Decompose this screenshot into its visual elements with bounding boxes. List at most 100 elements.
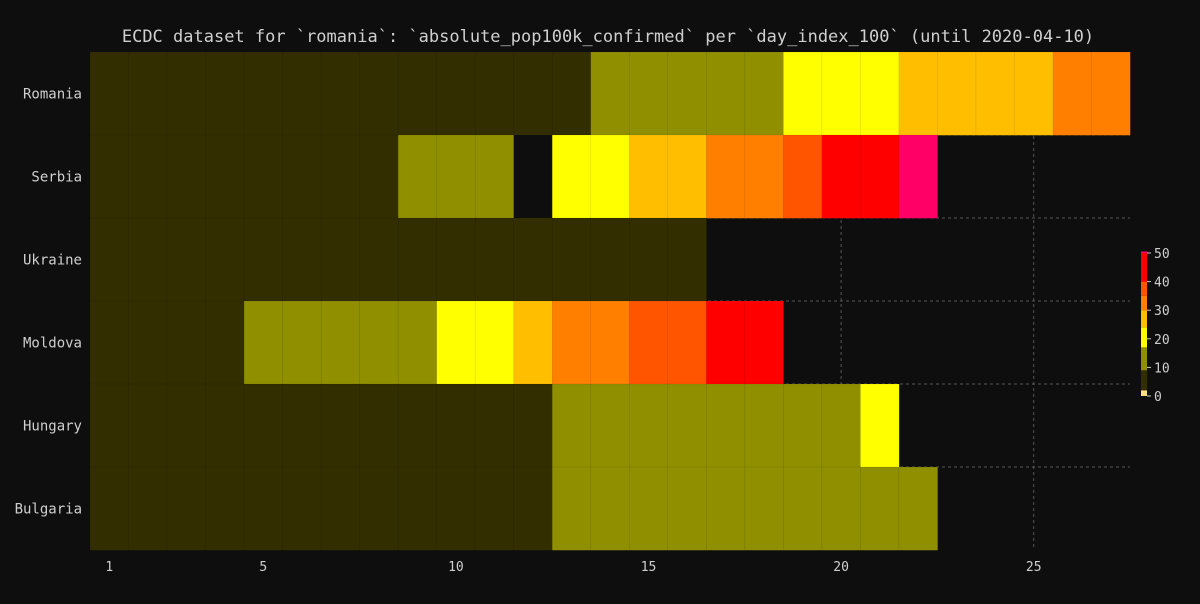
x-tick-label-1: 1 — [105, 560, 113, 575]
heatmap-cell-serbia-22 — [898, 134, 939, 219]
heatmap-cell-ukraine-3 — [166, 217, 207, 302]
heatmap-cell-ukraine-10 — [436, 217, 476, 302]
heatmap-cell-bulgaria-11 — [474, 466, 515, 551]
heatmap-cell-serbia-16 — [667, 134, 707, 219]
heatmap-cell-moldova-8 — [359, 300, 399, 385]
heatmap-cell-moldova-2 — [128, 300, 168, 385]
y-tick-labels: Romania Serbia Ukraine Moldova Hungary Bulgar… — [15, 87, 82, 518]
heatmap-cell-moldova-5 — [243, 300, 284, 385]
heatmap-cell-hungary-15 — [628, 383, 669, 468]
heatmap-cell-serbia-5 — [243, 134, 284, 219]
heatmap-cell-romania-23 — [937, 51, 977, 136]
heatmap-cell-hungary-1 — [89, 383, 130, 468]
heatmap-cell-hungary-3 — [166, 383, 207, 468]
heatmap-cell-serbia-2 — [128, 134, 168, 219]
heatmap-cell-hungary-10 — [436, 383, 476, 468]
heatmap-cell-serbia-14 — [590, 134, 630, 219]
heatmap-cell-bulgaria-18 — [744, 466, 784, 551]
heatmap-cell-hungary-20 — [821, 383, 861, 468]
heatmap-cell-hungary-6 — [282, 383, 322, 468]
heatmap-cell-serbia-10 — [436, 134, 476, 219]
heatmap-cell-moldova-1 — [89, 300, 130, 385]
heatmap-cell-bulgaria-20 — [821, 466, 861, 551]
heatmap-cell-hungary-11 — [474, 383, 515, 468]
heatmap-cell-romania-6 — [282, 51, 322, 136]
heatmap-cell-serbia-7 — [320, 134, 361, 219]
heatmap-cell-moldova-16 — [667, 300, 707, 385]
heatmap-cell-ukraine-11 — [474, 217, 515, 302]
heatmap-cell-moldova-3 — [166, 300, 207, 385]
heatmap-cell-moldova-13 — [551, 300, 592, 385]
heatmap-cell-ukraine-1 — [89, 217, 130, 302]
heatmap-cell-bulgaria-9 — [397, 466, 438, 551]
heatmap-cell-bulgaria-3 — [166, 466, 207, 551]
heatmap-cell-bulgaria-7 — [320, 466, 361, 551]
heatmap-cell-hungary-16 — [667, 383, 707, 468]
colorbar-segment-17 — [1141, 327, 1147, 348]
heatmap-cell-romania-14 — [590, 51, 630, 136]
heatmap-cell-hungary-13 — [551, 383, 592, 468]
heatmap-cell-moldova-12 — [513, 300, 553, 385]
heatmap-cell-hungary-7 — [320, 383, 361, 468]
heatmap-cell-serbia-1 — [89, 134, 130, 219]
heatmap-cell-bulgaria-1 — [89, 466, 130, 551]
heatmap-cell-romania-17 — [705, 51, 746, 136]
heatmap-cell-romania-13 — [551, 51, 592, 136]
heatmap-cell-romania-18 — [744, 51, 784, 136]
heatmap-cell-serbia-9 — [397, 134, 438, 219]
heatmap-cell-bulgaria-21 — [860, 466, 900, 551]
colorbar-segment-40 — [1141, 253, 1147, 282]
heatmap-cells — [89, 51, 1131, 551]
heatmap-cell-romania-25 — [1014, 51, 1054, 136]
heatmap-cell-ukraine-6 — [282, 217, 322, 302]
heatmap-cell-romania-5 — [243, 51, 284, 136]
heatmap-cell-romania-3 — [166, 51, 207, 136]
heatmap-cell-bulgaria-15 — [628, 466, 669, 551]
heatmap-cell-ukraine-8 — [359, 217, 399, 302]
colorbar-segment-35 — [1141, 281, 1147, 296]
heatmap-cell-serbia-12 — [513, 135, 553, 219]
heatmap-cell-ukraine-4 — [205, 217, 245, 302]
heatmap-cell-ukraine-9 — [397, 217, 438, 302]
heatmap-cell-serbia-13 — [551, 134, 592, 219]
heatmap-cell-moldova-9 — [397, 300, 438, 385]
heatmap-cell-romania-9 — [397, 51, 438, 136]
heatmap-cell-romania-19 — [783, 51, 823, 136]
heatmap-cell-hungary-17 — [705, 383, 746, 468]
heatmap-cell-serbia-11 — [474, 134, 515, 219]
heatmap-cell-romania-11 — [474, 51, 515, 136]
y-tick-label-bulgaria: Bulgaria — [15, 502, 82, 518]
heatmap-cell-serbia-20 — [821, 134, 861, 219]
heatmap-cell-ukraine-15 — [628, 217, 669, 302]
heatmap-cell-ukraine-5 — [243, 217, 284, 302]
heatmap-cell-hungary-19 — [783, 383, 823, 468]
heatmap-cell-hungary-21 — [860, 383, 900, 468]
colorbar: 0 10 20 30 40 50 — [1141, 247, 1170, 405]
heatmap-cell-serbia-6 — [282, 134, 322, 219]
heatmap-cell-hungary-12 — [513, 383, 553, 468]
heatmap-cell-hungary-4 — [205, 383, 245, 468]
heatmap-cell-bulgaria-12 — [513, 466, 553, 551]
colorbar-tick-label-10: 10 — [1154, 361, 1170, 376]
heatmap-cell-hungary-8 — [359, 383, 399, 468]
y-tick-label-ukraine: Ukraine — [23, 253, 82, 269]
heatmap-cell-hungary-2 — [128, 383, 168, 468]
heatmap-cell-serbia-19 — [783, 134, 823, 219]
heatmap-cell-bulgaria-8 — [359, 466, 399, 551]
heatmap-cell-romania-26 — [1052, 51, 1093, 136]
colorbar-tick-label-50: 50 — [1154, 247, 1170, 262]
heatmap-cell-romania-24 — [975, 51, 1016, 136]
heatmap-cell-bulgaria-13 — [551, 466, 592, 551]
y-tick-label-serbia: Serbia — [31, 170, 82, 186]
heatmap-cell-ukraine-2 — [128, 217, 168, 302]
heatmap-cell-bulgaria-19 — [783, 466, 823, 551]
heatmap-cell-hungary-5 — [243, 383, 284, 468]
x-tick-labels: 1 5 10 15 20 25 — [105, 560, 1041, 575]
heatmap-cell-ukraine-12 — [513, 217, 553, 302]
heatmap-cell-romania-2 — [128, 51, 168, 136]
heatmap-cell-bulgaria-5 — [243, 466, 284, 551]
heatmap-cell-serbia-15 — [628, 134, 669, 219]
heatmap-cell-moldova-4 — [205, 300, 245, 385]
heatmap-cell-romania-4 — [205, 51, 245, 136]
